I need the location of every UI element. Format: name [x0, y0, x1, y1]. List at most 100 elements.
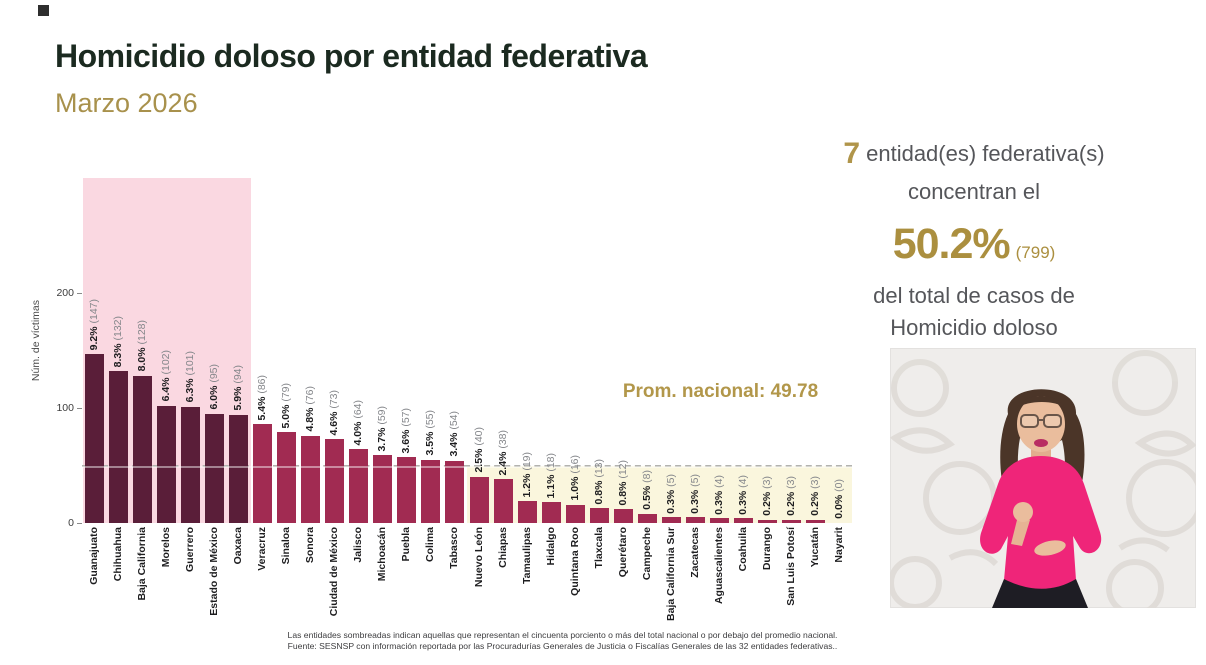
bar-value-label: 5.4% (86): [255, 374, 268, 421]
bar-value-label: 0.2% (3): [785, 475, 798, 516]
bar-value-label: 2.5% (40): [472, 427, 485, 473]
bar-value-label: 0.3% (5): [689, 473, 702, 514]
x-axis-label: Sonora: [304, 527, 317, 564]
x-axis-label: Jalisco: [352, 527, 365, 563]
bar: [349, 449, 369, 523]
x-axis-label: Michoacán: [376, 527, 389, 582]
summary-percentage: 50.2% (799): [790, 213, 1158, 275]
corner-artifact: [38, 5, 49, 16]
bar-value-label: 3.7% (59): [376, 405, 389, 452]
percentage-value: 50.2%: [892, 220, 1011, 269]
x-axis-label: Tlaxcala: [592, 527, 605, 569]
bar-value-label: 0.5% (8): [640, 470, 653, 510]
bar-value-label: 0.8% (12): [616, 459, 629, 506]
x-axis-label: Zacatecas: [689, 527, 702, 578]
bar-chart: 9.2% (147) 8.3% (132) 8.0% (128) 6.4% (102)…: [82, 178, 852, 523]
x-axis-label: Hidalgo: [544, 527, 557, 566]
summary-callout: 7 entidad(es) federativa(s) concentran el…: [790, 132, 1158, 344]
x-axis-label: Guanajuato: [87, 527, 100, 585]
x-axis-label: Chiapas: [496, 527, 509, 568]
bar: [613, 509, 633, 523]
bar: [228, 414, 248, 523]
bar: [132, 375, 152, 523]
x-axis-label: Quintana Roo: [568, 527, 581, 596]
x-axis-label: Querétaro: [616, 527, 629, 578]
x-axis-label: Veracruz: [255, 527, 268, 571]
national-average-line: [82, 465, 852, 467]
bar-value-label: 4.8% (76): [304, 386, 317, 432]
x-axis-label: Tamaulipas: [520, 527, 533, 584]
x-axis-labels: Guanajuato Chihuahua Baja California Morelo…: [82, 525, 852, 625]
interpreter-face: [1017, 396, 1065, 452]
bar-value-label: 1.2% (19): [520, 451, 533, 498]
percentage-count: (799): [1015, 243, 1056, 263]
national-average-label: Prom. nacional: 49.78: [622, 381, 819, 402]
bar-value-label: 8.3% (132): [111, 315, 124, 368]
bar-value-label: 5.9% (94): [231, 365, 244, 411]
sign-language-interpreter-illustration: [890, 350, 1196, 608]
x-axis-label: Guerrero: [183, 527, 196, 572]
bar-value-label: 6.0% (95): [207, 364, 220, 410]
bar: [204, 413, 224, 523]
bar-value-label: 0.3% (4): [713, 474, 726, 515]
national-average-line-overlay: [82, 466, 852, 468]
bar: [445, 460, 465, 523]
x-axis-label: Oaxaca: [231, 527, 244, 565]
x-axis-label: Nayarit: [833, 527, 846, 563]
bar-value-label: 8.0% (128): [135, 320, 148, 372]
bar-value-label: 4.0% (64): [352, 399, 365, 446]
bar: [277, 432, 297, 523]
bar: [782, 519, 802, 523]
bar-value-label: 0.0% (0): [833, 479, 846, 519]
bar-value-label: 0.3% (4): [737, 474, 750, 515]
bar-value-label: 4.6% (73): [328, 389, 341, 436]
x-axis-label: Nuevo León: [472, 527, 485, 588]
interpreter-skirt: [992, 579, 1088, 608]
x-axis-label: Coahuila: [737, 527, 750, 572]
x-axis-label: Chihuahua: [111, 527, 124, 582]
y-tick-label: 0: [68, 517, 74, 529]
bar: [758, 519, 778, 523]
bar-value-label: 1.1% (18): [544, 452, 557, 499]
summary-line-4: Homicidio doloso: [890, 314, 1058, 340]
bar: [325, 439, 345, 523]
interpreter-fist: [1013, 502, 1033, 522]
bar: [180, 406, 200, 523]
interpreter-fringe: [1017, 396, 1065, 408]
interpreter-lips: [1034, 439, 1048, 447]
x-axis-label: Colima: [424, 527, 437, 563]
bar: [710, 518, 730, 523]
bar: [565, 504, 585, 523]
bar: [252, 424, 272, 523]
y-tick-mark: [77, 293, 82, 294]
summary-line-3: del total de casos de: [873, 282, 1075, 308]
bar-value-label: 6.4% (102): [159, 350, 172, 402]
x-axis-label: Sinaloa: [280, 527, 293, 565]
bar-value-label: 0.3% (5): [665, 473, 678, 514]
bar-value-label: 3.6% (57): [400, 407, 413, 454]
page-title: Homicidio doloso por entidad federativa: [55, 38, 648, 74]
bar: [517, 501, 537, 523]
bar: [806, 519, 826, 523]
bar: [541, 502, 561, 523]
bar: [493, 479, 513, 523]
x-axis-label: Durango: [761, 527, 774, 571]
footnote: Las entidades sombreadas indican aquella…: [275, 630, 850, 651]
y-tick-mark: [77, 523, 82, 524]
y-axis-title: Núm. de víctimas: [30, 300, 42, 382]
summary-line-2: concentran el: [907, 178, 1041, 204]
bar-value-label: 0.2% (3): [761, 475, 774, 516]
summary-line-1: 7 entidad(es) federativa(s): [843, 137, 1105, 170]
interpreter-glasses: [1020, 414, 1062, 428]
bar: [686, 517, 706, 523]
y-tick-mark: [77, 408, 82, 409]
x-axis-label: Ciudad de México: [328, 527, 341, 617]
bar: [589, 508, 609, 523]
entity-count: 7: [843, 137, 861, 170]
bar-value-label: 1.0% (16): [568, 455, 581, 501]
bar-value-label: 0.8% (13): [592, 458, 605, 505]
bar: [156, 405, 176, 523]
x-axis-label: Puebla: [400, 527, 413, 562]
bar-value-label: 0.2% (3): [809, 475, 822, 516]
bar: [421, 459, 441, 523]
